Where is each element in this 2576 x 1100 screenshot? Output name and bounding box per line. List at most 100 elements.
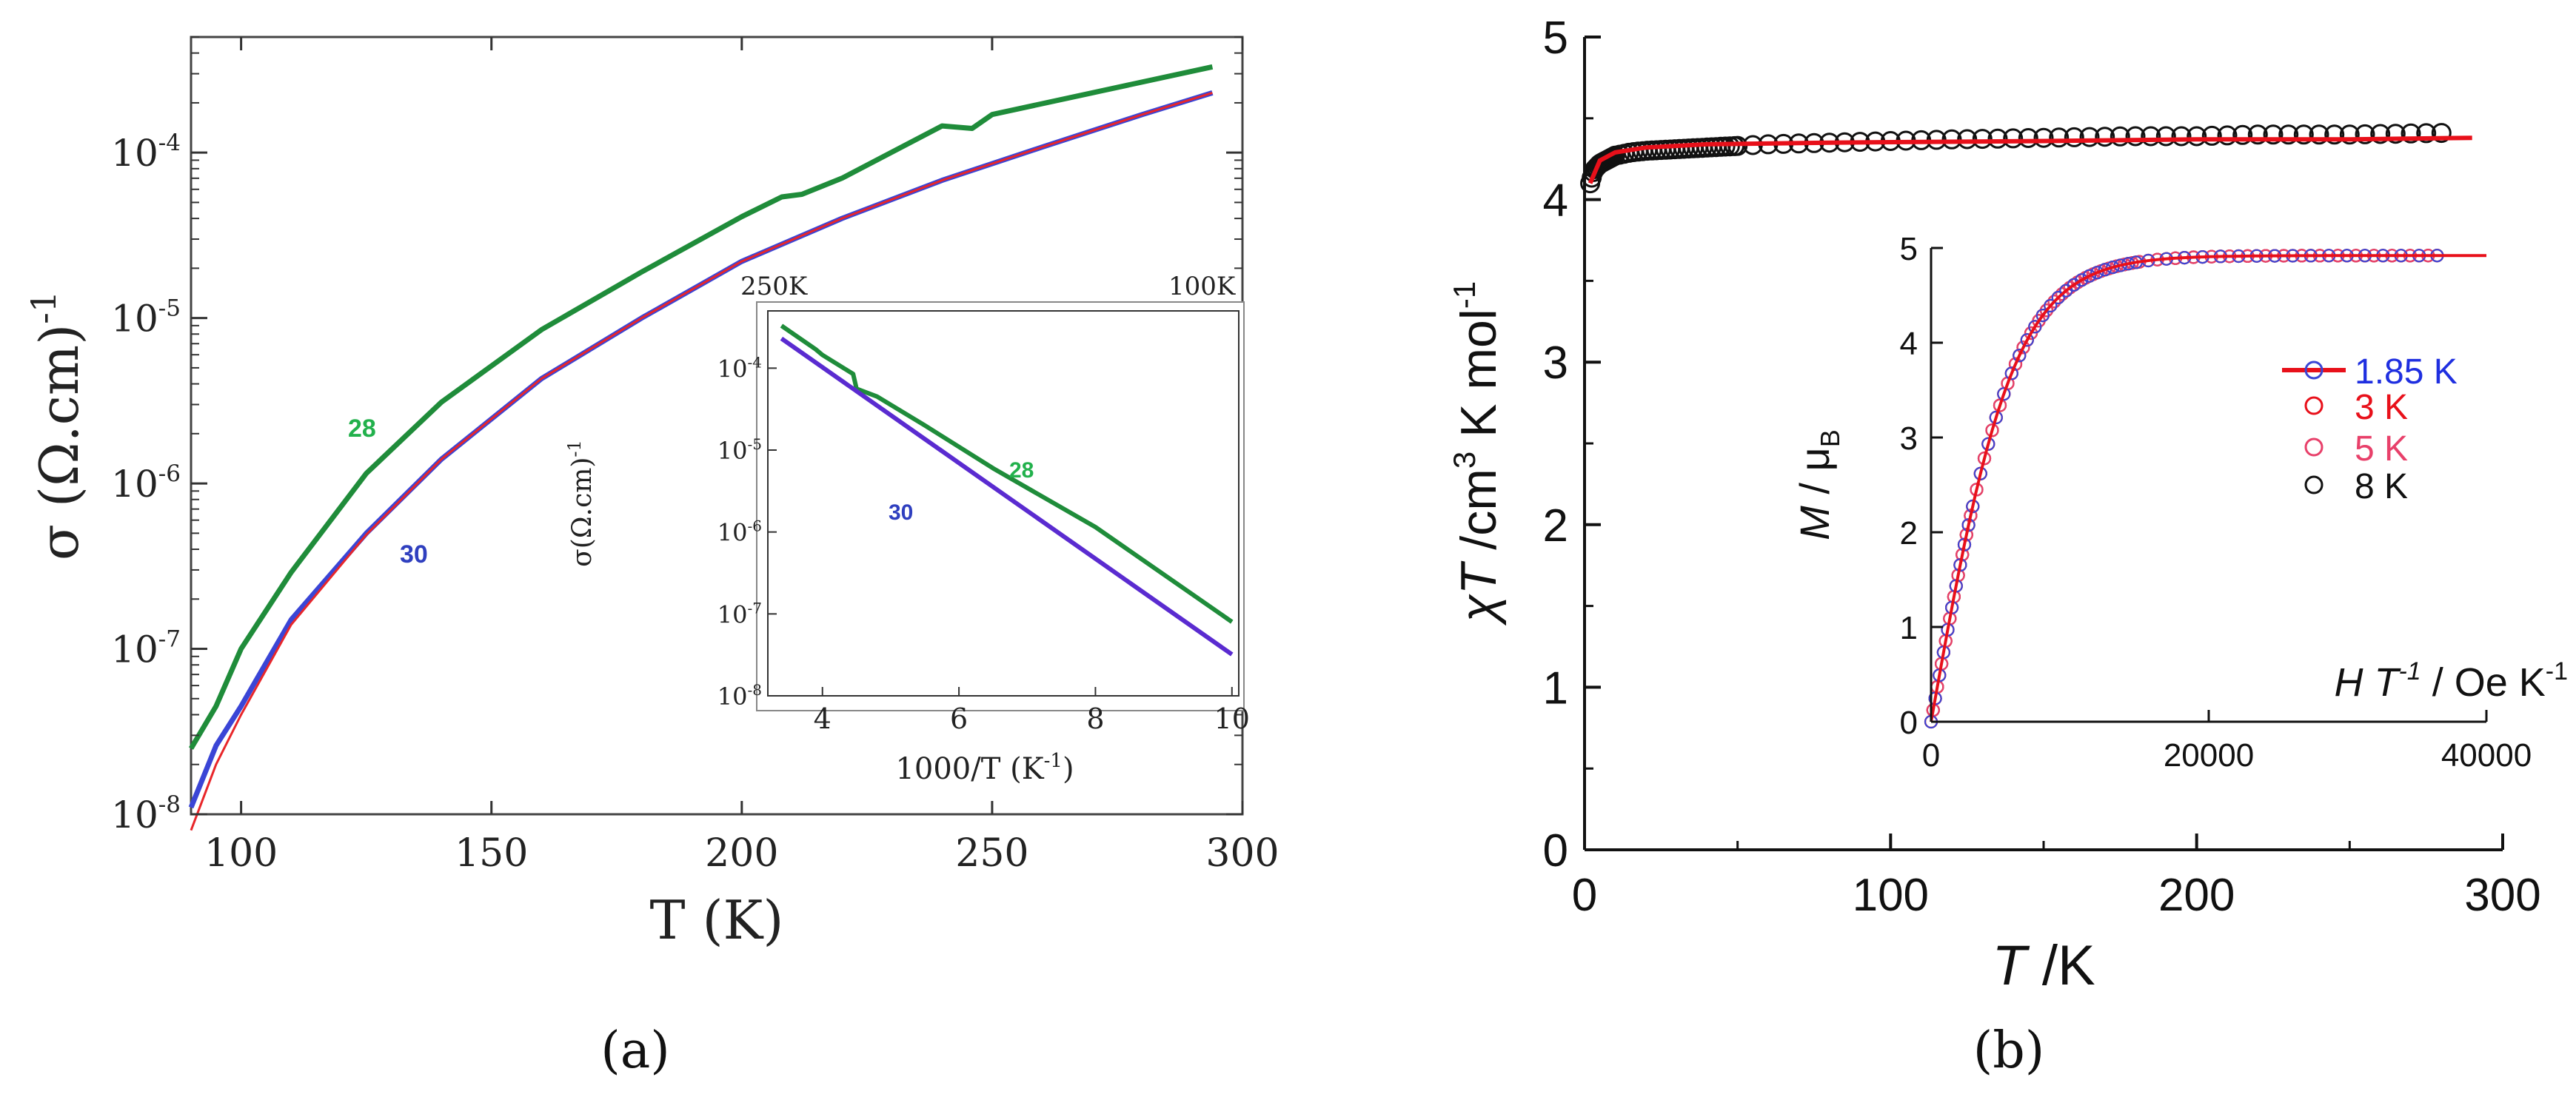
panel-a-x-axis-label: T (K)	[650, 889, 784, 951]
b-data-point	[2033, 127, 2054, 148]
panel-a-label: (a)	[600, 1022, 670, 1080]
b-y-tick-label-5: 5	[1543, 13, 1568, 64]
panel-b-inset-plot-area	[1924, 249, 2486, 729]
a-x-tick-label-100: 100	[204, 831, 278, 876]
a-y-tick-label--8-exp: -8	[158, 791, 181, 818]
panel-b-inset-y-label-mid: / μ	[1791, 447, 1838, 506]
ai-y-tick-label--8: 10-8	[717, 681, 762, 711]
a-y-tick-label--4-base: 10	[111, 132, 158, 175]
panel-a-inset-y-ticks: 10-810-710-610-510-4	[717, 353, 777, 711]
b-data-point	[2370, 124, 2391, 144]
b-x-tick-label-200: 200	[2158, 870, 2235, 921]
panel-b-inset-y-ticks: 0 1 2 3 4 5	[1900, 231, 1943, 741]
bi-y-tick-label-2: 2	[1900, 515, 1918, 551]
b-y-tick-label-0: 0	[1543, 825, 1568, 876]
panel-b-x-label-unit: /K	[2027, 934, 2095, 997]
b-y-tick-label-1: 1	[1543, 663, 1568, 714]
a-y-tick-label--4-exp: -4	[158, 130, 181, 156]
a-y-tick-label--7: 10-7	[111, 626, 181, 671]
ai-x-tick-label-6: 6	[950, 702, 968, 735]
b-data-point	[2247, 124, 2268, 145]
b-data-point	[2201, 125, 2222, 146]
b-data-point	[2355, 124, 2375, 144]
legend-label-1-85k: 1.85 K	[2355, 352, 2458, 392]
panel-a-y-axis-label: σ (Ω.cm)-1	[24, 291, 90, 560]
ai-y-tick-label--7: 10-7	[717, 599, 762, 628]
panel-a-inset-frame	[756, 301, 1245, 711]
ai-x-tick-label-4: 4	[814, 702, 832, 735]
panel-b-x-label-italic: T	[1992, 934, 2030, 997]
a-y-tick-label--8-base: 10	[111, 794, 158, 836]
b-fit-line	[1588, 135, 2472, 184]
panel-b-inset-x-axis-label: H T-1 / Oe K-1	[2334, 657, 2568, 705]
a-x-tick-label-250: 250	[955, 831, 1028, 876]
panel-a-inset-axes	[767, 310, 1240, 697]
b-data-point	[2079, 127, 2100, 147]
a-y-tick-label--8: 10-8	[111, 791, 181, 836]
panel-b-inset-x-label-mid: / Oe K	[2421, 660, 2546, 705]
ai-y-tick-label--8-base: 10	[717, 683, 748, 711]
panel-b-label: (b)	[1973, 1022, 2045, 1080]
panel-a-inset-x-label-main: 1000/T (K	[895, 752, 1044, 786]
bi-data-point-blue	[1989, 411, 2003, 424]
legend-entry-8k: 8 K	[2304, 467, 2408, 506]
panel-a-y-axis-label-sup: -1	[24, 291, 64, 324]
bi-x-tick-label-40000: 40000	[2441, 737, 2532, 774]
panel-a-label-text: (a)	[600, 1022, 670, 1080]
bi-x-tick-label-20000: 20000	[2164, 737, 2254, 774]
legend-label-5k: 5 K	[2355, 429, 2408, 469]
bi-data-point	[1993, 398, 2007, 412]
panel-b-inset-x-label-sup1: -1	[2398, 657, 2421, 685]
panel-b-y-label-sup1: 3	[1447, 452, 1482, 469]
b-data-point	[2339, 124, 2360, 145]
panel-a-y-ticks: 10-810-710-610-510-4	[111, 36, 1242, 836]
a-series-line-fit	[190, 91, 1213, 831]
panel-b-inset-y-axis-label: M / μB	[1791, 429, 1845, 540]
legend-label-3k: 3 K	[2355, 388, 2408, 427]
panel-a-inset-annotation-28: 28	[1009, 458, 1034, 483]
bi-data-point-blue	[2035, 309, 2050, 323]
panel-b-y-label-mid: K mol	[1451, 309, 1507, 452]
b-data-point	[2278, 124, 2299, 145]
bi-data-point-blue	[2044, 299, 2058, 312]
b-data-point	[2049, 127, 2070, 148]
ai-y-tick-label--8-exp: -8	[748, 681, 762, 699]
bi-data-point	[2008, 357, 2023, 371]
panel-b-y-ticks: 0 1 2 3 4 5	[1543, 13, 1601, 876]
bi-data-point-blue	[2098, 263, 2112, 277]
b-data-point	[2232, 124, 2253, 145]
b-x-tick-label-100: 100	[1853, 870, 1929, 921]
ai-y-tick-label--4: 10-4	[717, 353, 762, 383]
b-data-point	[2324, 124, 2345, 145]
b-data-point	[2385, 124, 2406, 144]
bi-data-point-blue	[2106, 261, 2120, 275]
b-x-tick-label-0: 0	[1572, 870, 1597, 921]
bi-y-tick-label-4: 4	[1900, 326, 1918, 362]
panel-a-inset-annotation-30: 30	[889, 500, 913, 525]
ai-x-tick-label-8: 8	[1086, 702, 1104, 735]
b-data-point	[2431, 123, 2452, 144]
ai-series-line-28	[780, 323, 1234, 624]
b-data-point	[2125, 126, 2146, 147]
b-data-point	[2018, 128, 2038, 148]
panel-b-y-axis-label: χT /cm3 K mol-1	[1447, 281, 1507, 626]
a-y-tick-label--6-exp: -6	[158, 460, 181, 487]
panel-a-inset-x-label-tail: )	[1063, 752, 1074, 786]
ai-x-tick-label-10: 10	[1214, 702, 1250, 735]
a-y-tick-label--6: 10-6	[111, 460, 181, 506]
bi-x-tick-label-0: 0	[1922, 737, 1940, 774]
bi-data-point-blue	[2075, 273, 2089, 287]
panel-b-inset-y-label-italic: M	[1791, 506, 1838, 540]
b-data-point	[1987, 128, 2008, 149]
bi-y-tick-label-0: 0	[1900, 705, 1918, 741]
bi-fit-line	[1930, 254, 2486, 722]
legend-marker-3k	[2304, 396, 2324, 415]
panel-b-x-ticks: 0 100 200 300	[1572, 834, 2541, 921]
bi-data-point-blue	[2028, 320, 2042, 334]
b-data-point	[2187, 126, 2207, 147]
panel-a-annotation-30: 30	[400, 540, 428, 569]
legend-label-8k: 8 K	[2355, 467, 2408, 506]
bi-y-tick-label-1: 1	[1900, 610, 1918, 646]
